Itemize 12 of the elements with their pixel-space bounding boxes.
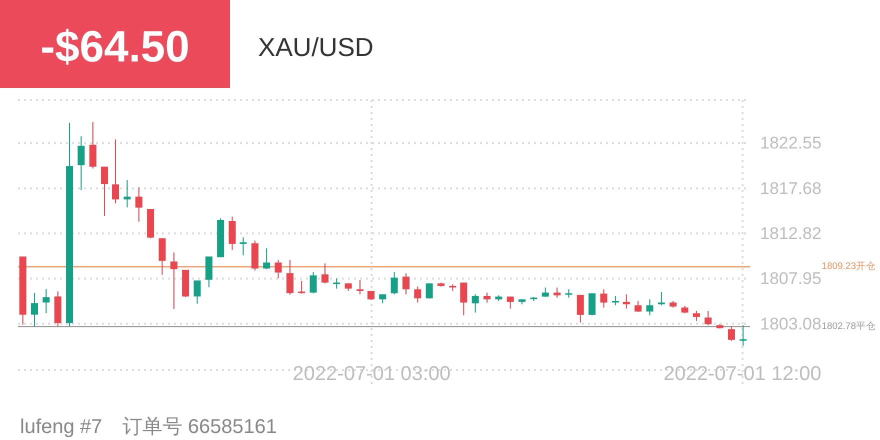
- y-tick-label: 1822.55: [760, 134, 822, 153]
- text: -$64.50: [40, 22, 190, 72]
- chart-title: XAU/USD: [258, 32, 374, 62]
- y-tick-label: 1817.68: [760, 178, 822, 198]
- ref-line-label: 1802.78平仓: [822, 320, 876, 332]
- x-tick-label: 2022-07-01 12:00: [663, 363, 822, 385]
- x-tick-label: 2022-07-01 03:00: [292, 363, 451, 385]
- y-tick-label: 1803.08: [760, 314, 822, 334]
- y-tick-label: 1812.82: [760, 224, 822, 243]
- y-tick-label: 1807.95: [760, 269, 822, 288]
- ref-line-label: 1809.23开仓: [822, 260, 876, 272]
- text: lufeng #7 订单号 66585161: [20, 416, 277, 438]
